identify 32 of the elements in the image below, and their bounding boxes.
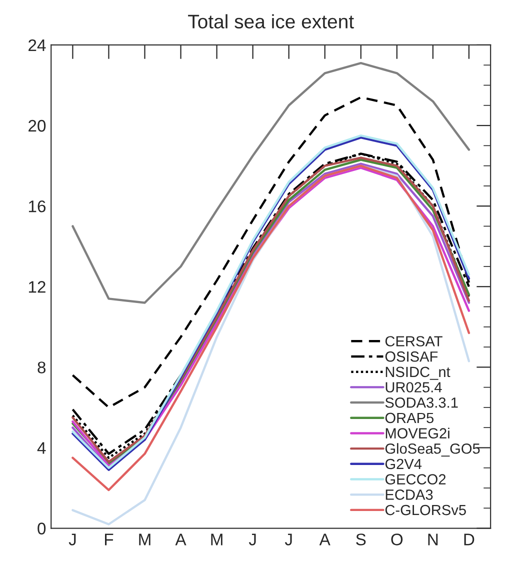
- x-tick-label: J: [248, 534, 256, 546]
- y-tick-label: 0: [38, 522, 46, 534]
- legend-label: ECDA3: [386, 490, 433, 500]
- x-tick-label: M: [211, 534, 222, 546]
- y-tick-label: 8: [38, 362, 46, 374]
- y-tick-label: 12: [28, 281, 46, 293]
- y-tick-label: 4: [37, 442, 46, 454]
- x-tick-label: O: [391, 534, 403, 546]
- legend-label: ORAP5: [385, 412, 434, 424]
- x-tick-label: J: [68, 534, 76, 546]
- x-tick-label: J: [284, 534, 292, 546]
- legend-label: UR025.4: [386, 382, 442, 392]
- x-tick-label: A: [175, 534, 186, 546]
- y-tick-label: 16: [28, 200, 46, 212]
- legend-label: OSISAF: [385, 351, 438, 362]
- x-tick-label: M: [139, 534, 150, 546]
- legend-label: G2V4: [385, 458, 422, 470]
- x-tick-label: N: [428, 534, 438, 546]
- y-tick-label: 24: [28, 39, 46, 51]
- legend-label: GECCO2: [385, 474, 446, 484]
- legend-label: C-GLORSv5: [385, 504, 466, 516]
- y-tick-label: 20: [28, 120, 46, 132]
- x-tick-label: S: [356, 534, 366, 546]
- legend-label: GloSea5_GO5: [385, 443, 480, 457]
- x-tick-label: A: [319, 534, 330, 546]
- legend-label: CERSAT: [385, 336, 442, 346]
- legend-label: SODA3.3.1: [385, 397, 458, 408]
- x-tick-label: F: [105, 534, 114, 546]
- x-tick-label: D: [464, 534, 474, 546]
- chart-title: Total sea ice extent: [188, 14, 354, 28]
- legend-label: MOVEG2i: [386, 428, 450, 438]
- legend-label: NSIDC_nt: [386, 366, 450, 380]
